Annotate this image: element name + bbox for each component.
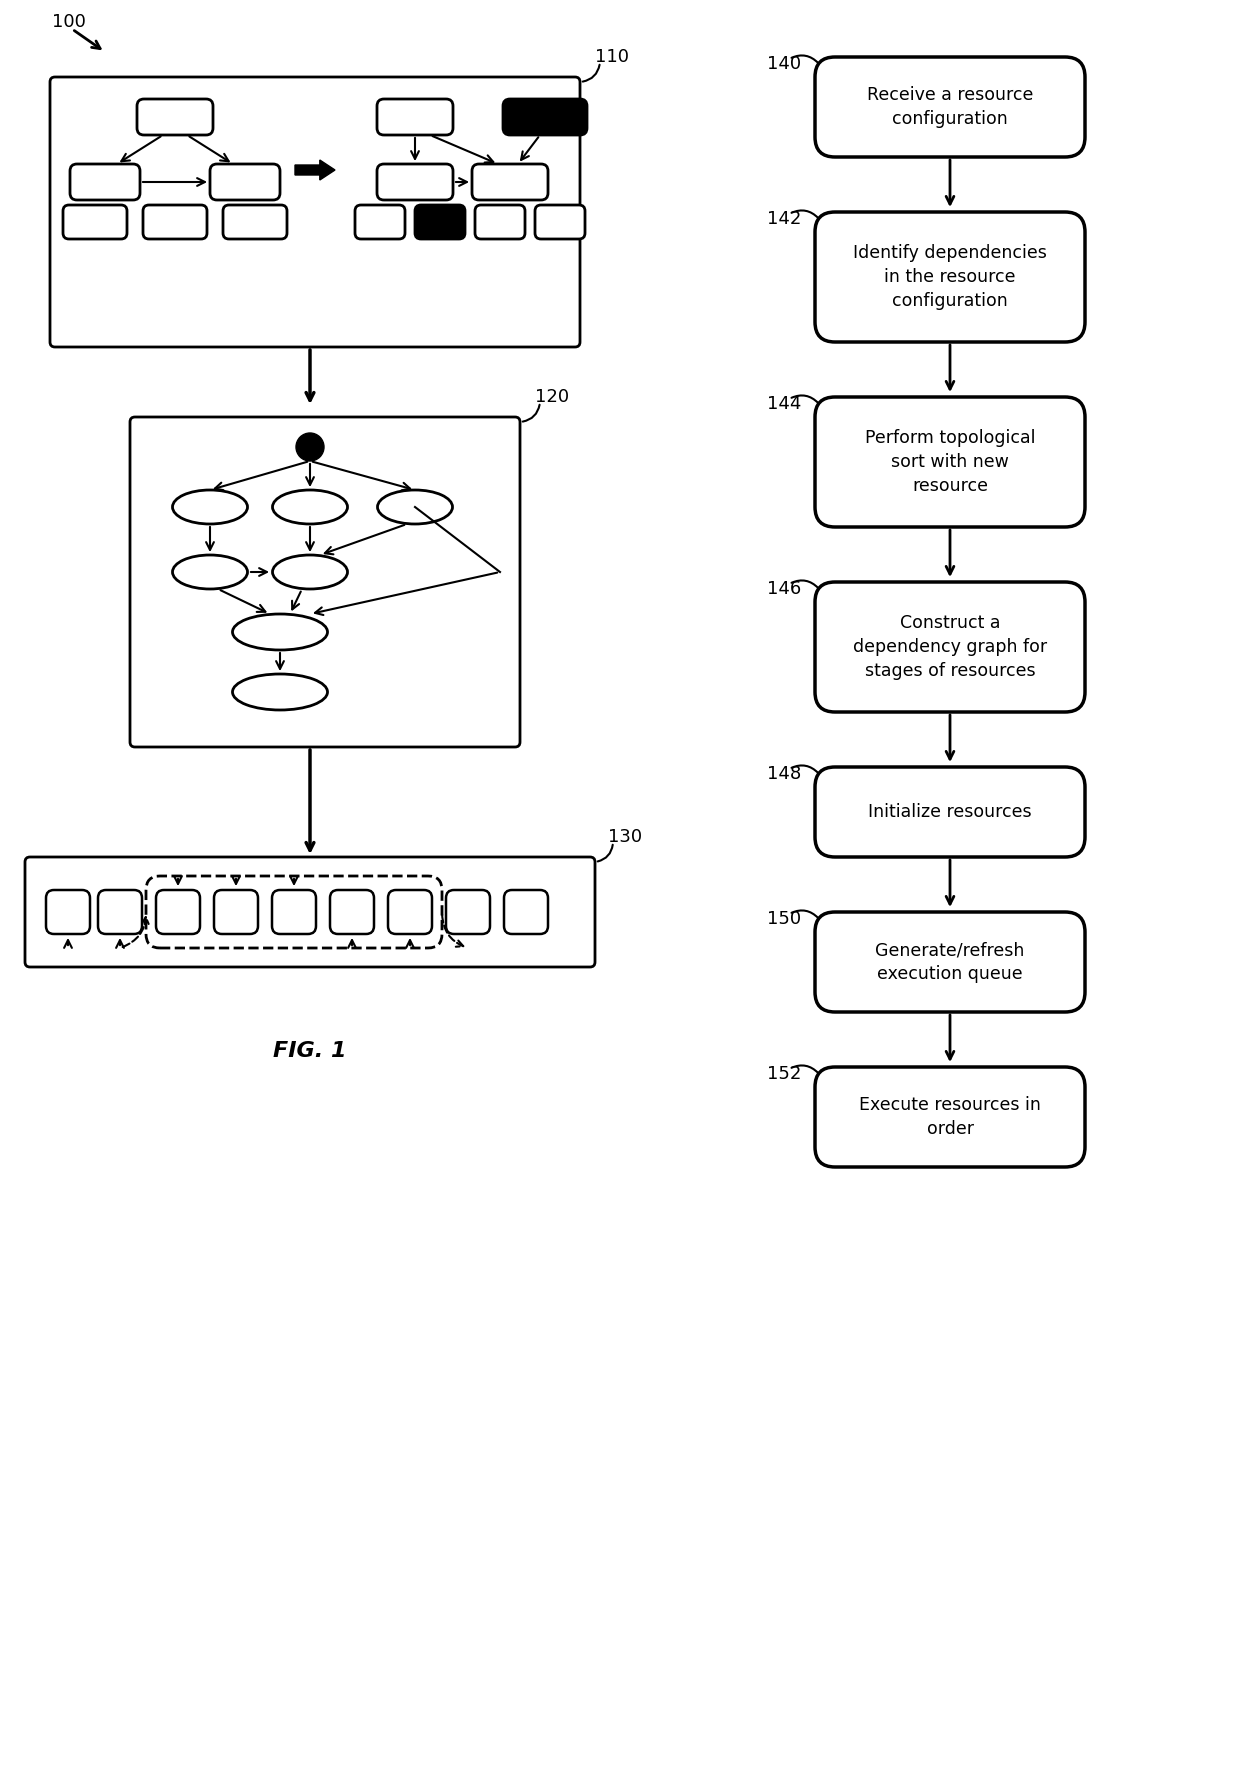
Ellipse shape [233,674,327,709]
Ellipse shape [377,490,453,524]
FancyBboxPatch shape [815,911,1085,1011]
FancyBboxPatch shape [815,767,1085,858]
FancyBboxPatch shape [130,416,520,747]
FancyBboxPatch shape [50,77,580,347]
FancyBboxPatch shape [388,890,432,935]
Text: 140: 140 [768,55,801,73]
Text: 150: 150 [768,910,801,927]
Circle shape [296,432,324,461]
Ellipse shape [172,490,248,524]
FancyBboxPatch shape [377,164,453,200]
FancyBboxPatch shape [330,890,374,935]
Ellipse shape [273,556,347,590]
Text: 142: 142 [768,211,801,229]
FancyBboxPatch shape [377,98,453,136]
FancyBboxPatch shape [415,206,465,239]
FancyBboxPatch shape [815,1067,1085,1167]
FancyBboxPatch shape [136,98,213,136]
FancyBboxPatch shape [503,98,587,136]
FancyBboxPatch shape [815,213,1085,341]
Text: 130: 130 [608,827,642,845]
FancyBboxPatch shape [215,890,258,935]
Text: Perform topological
sort with new
resource: Perform topological sort with new resour… [864,429,1035,495]
FancyBboxPatch shape [210,164,280,200]
FancyBboxPatch shape [46,890,91,935]
FancyArrow shape [295,161,335,180]
Text: 100: 100 [52,13,86,30]
Text: 110: 110 [595,48,629,66]
FancyBboxPatch shape [534,206,585,239]
FancyBboxPatch shape [446,890,490,935]
Text: 148: 148 [768,765,801,783]
Text: Receive a resource
configuration: Receive a resource configuration [867,86,1033,129]
FancyBboxPatch shape [98,890,143,935]
Text: 152: 152 [768,1065,801,1083]
FancyBboxPatch shape [472,164,548,200]
Text: Identify dependencies
in the resource
configuration: Identify dependencies in the resource co… [853,245,1047,309]
Text: Construct a
dependency graph for
stages of resources: Construct a dependency graph for stages … [853,615,1047,679]
FancyBboxPatch shape [143,206,207,239]
FancyBboxPatch shape [272,890,316,935]
Ellipse shape [233,615,327,650]
FancyBboxPatch shape [69,164,140,200]
Text: Initialize resources: Initialize resources [868,802,1032,820]
FancyBboxPatch shape [815,397,1085,527]
FancyBboxPatch shape [25,858,595,967]
Text: Execute resources in
order: Execute resources in order [859,1095,1040,1138]
FancyBboxPatch shape [815,583,1085,711]
FancyBboxPatch shape [63,206,126,239]
Text: 144: 144 [768,395,801,413]
FancyBboxPatch shape [475,206,525,239]
FancyArrowPatch shape [443,915,464,947]
FancyBboxPatch shape [503,890,548,935]
Text: 120: 120 [534,388,569,406]
Ellipse shape [273,490,347,524]
FancyArrowPatch shape [123,917,149,947]
FancyBboxPatch shape [223,206,286,239]
FancyBboxPatch shape [815,57,1085,157]
Ellipse shape [172,556,248,590]
FancyBboxPatch shape [156,890,200,935]
Text: 146: 146 [768,581,801,599]
Text: Generate/refresh
execution queue: Generate/refresh execution queue [875,942,1024,983]
FancyBboxPatch shape [355,206,405,239]
Text: FIG. 1: FIG. 1 [273,1042,347,1061]
